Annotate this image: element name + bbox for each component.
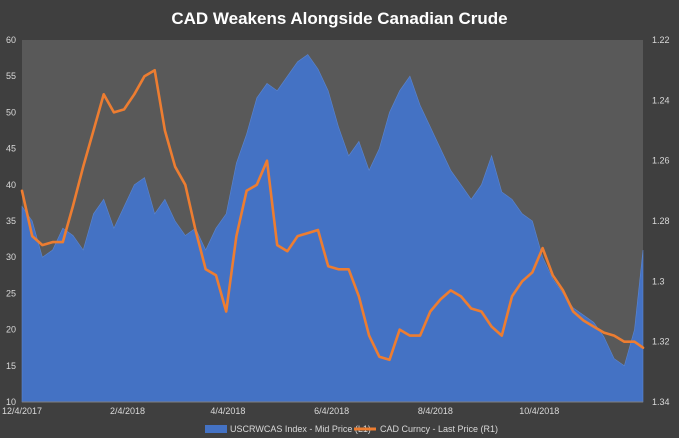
- left-axis: 10 15 20 25 30 35 40 45 50 55 60: [6, 35, 16, 407]
- legend-label-line: CAD Curncy - Last Price (R1): [380, 424, 498, 434]
- left-tick-7: 45: [6, 144, 16, 154]
- legend: USCRWCAS Index - Mid Price (L1) CAD Curn…: [205, 424, 498, 434]
- right-tick-1: 1.24: [652, 95, 670, 105]
- right-axis: 1.22 1.24 1.26 1.28 1.3 1.32 1.34: [652, 35, 670, 407]
- left-tick-10: 60: [6, 35, 16, 45]
- right-tick-0: 1.22: [652, 35, 670, 45]
- chart-title: CAD Weakens Alongside Canadian Crude: [171, 9, 507, 28]
- series-line-cad: [20, 68, 645, 362]
- x-tick-0: 12/4/2017: [2, 406, 42, 416]
- plot-area: [20, 40, 645, 403]
- x-axis: 12/4/2017 2/4/2018 4/4/2018 6/4/2018 8/4/201…: [2, 401, 643, 416]
- left-tick-1: 15: [6, 361, 16, 371]
- right-tick-6: 1.34: [652, 397, 670, 407]
- right-tick-4: 1.3: [652, 276, 665, 286]
- left-tick-9: 55: [6, 71, 16, 81]
- left-tick-4: 30: [6, 252, 16, 262]
- left-tick-6: 40: [6, 180, 16, 190]
- right-tick-2: 1.26: [652, 156, 670, 166]
- x-tick-2: 4/4/2018: [210, 406, 245, 416]
- series-area-uscrwcas: [21, 54, 644, 403]
- legend-swatch-area: [205, 425, 227, 433]
- legend-label-area: USCRWCAS Index - Mid Price (L1): [230, 424, 371, 434]
- x-tick-3: 6/4/2018: [314, 406, 349, 416]
- left-tick-3: 25: [6, 288, 16, 298]
- x-tick-4: 8/4/2018: [418, 406, 453, 416]
- left-tick-5: 35: [6, 216, 16, 226]
- left-tick-2: 20: [6, 325, 16, 335]
- x-tick-1: 2/4/2018: [110, 406, 145, 416]
- right-tick-5: 1.32: [652, 337, 670, 347]
- left-tick-8: 50: [6, 107, 16, 117]
- right-tick-3: 1.28: [652, 216, 670, 226]
- left-tick-0: 10: [6, 397, 16, 407]
- x-tick-5: 10/4/2018: [519, 406, 559, 416]
